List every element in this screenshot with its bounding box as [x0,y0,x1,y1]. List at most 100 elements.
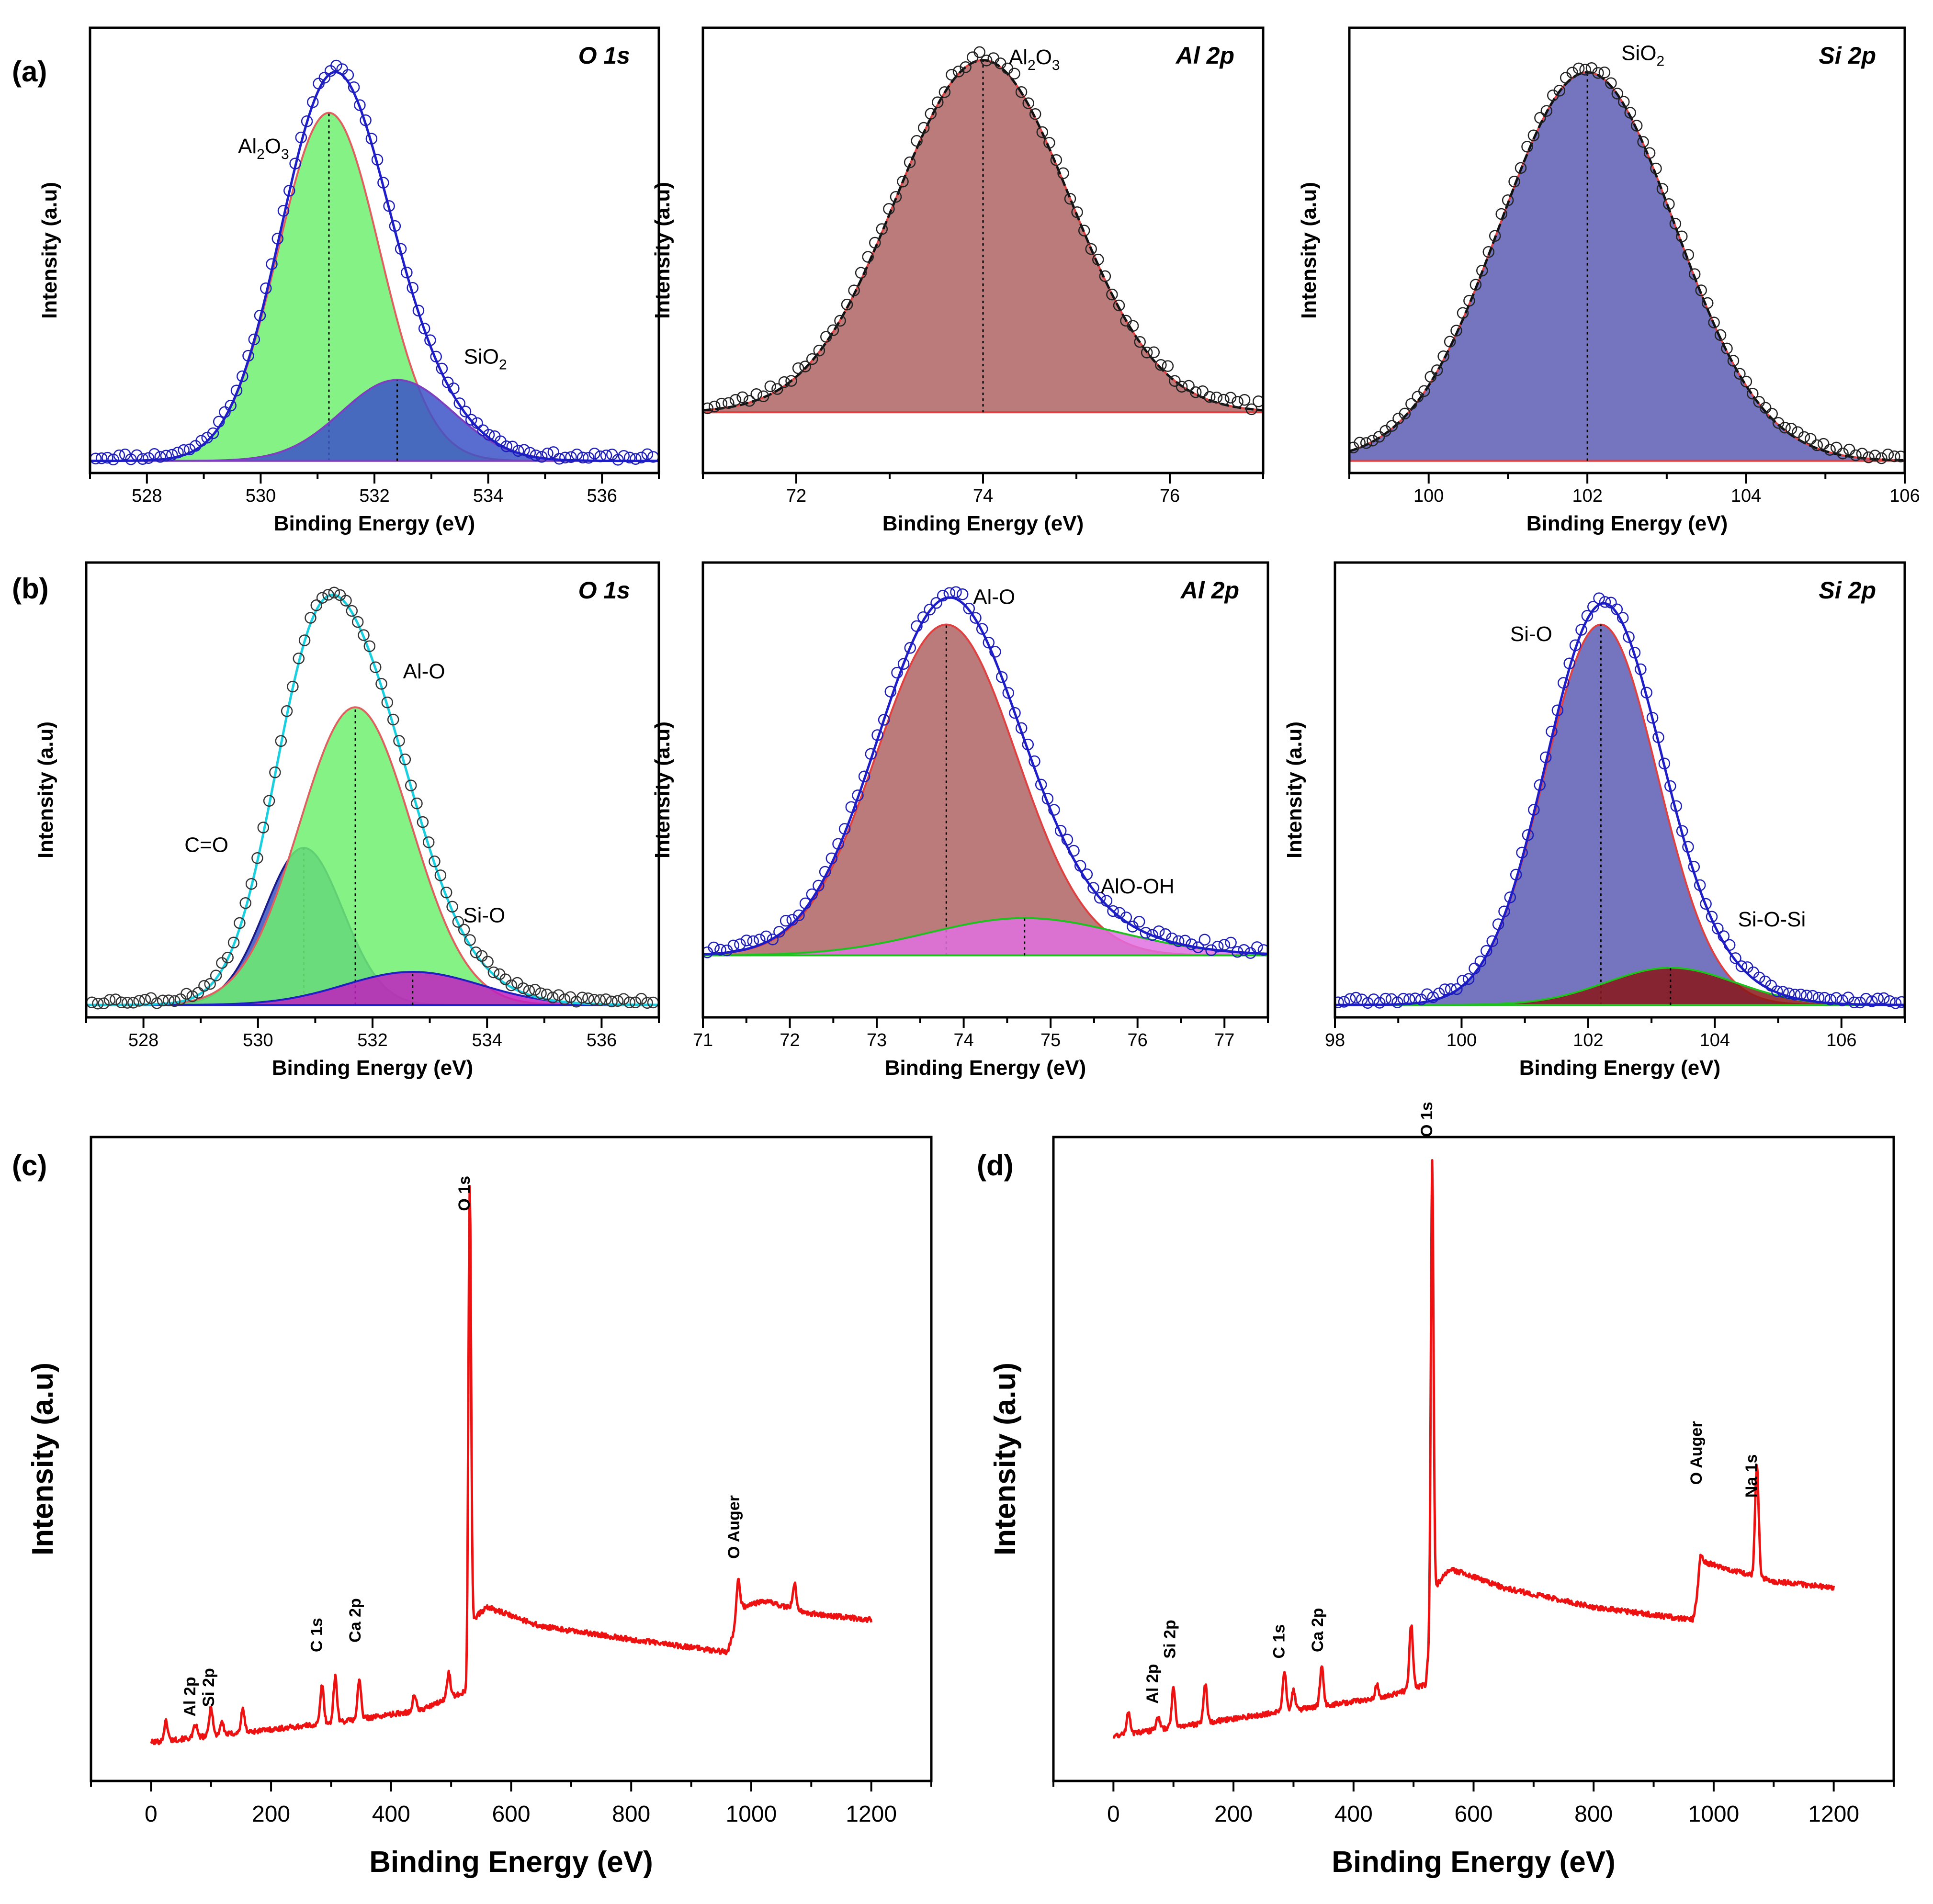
data-point [1048,804,1060,816]
data-point [181,988,192,1000]
x-tick-label: 106 [1826,1030,1856,1050]
x-tick-label: 106 [1889,486,1920,506]
x-tick-label: 76 [1128,1030,1148,1050]
data-point [207,427,219,439]
peak-annotation: Si-O [1510,622,1552,646]
x-axis-label: Binding Energy (eV) [272,1056,473,1080]
y-axis-label: Intensity (a.u) [989,1363,1022,1555]
x-tick-label: 104 [1700,1030,1730,1050]
data-points [1335,592,1905,1009]
data-point [518,444,530,456]
data-point [1172,935,1185,947]
data-point [1798,431,1810,443]
data-point [606,995,618,1008]
data-point [1616,612,1629,624]
data-point [862,251,874,263]
peak-label: O Auger [725,1495,743,1559]
data-point [1740,375,1752,388]
data-point [289,158,301,169]
data-point [133,995,145,1007]
data-point [318,71,331,84]
data-point [1094,892,1106,904]
peak-label: O Auger [1687,1421,1706,1485]
x-tick-label: 536 [587,486,617,506]
peak-label: Al 2p [181,1677,199,1716]
data-point [1800,990,1813,1002]
data-point [785,375,797,387]
data-point [542,447,554,460]
data-point [1092,253,1104,266]
data-point [1783,987,1795,1000]
data-point [113,449,125,462]
data-point [1179,935,1191,946]
data-point [963,602,975,615]
data-point [1155,359,1167,371]
data-point [389,220,401,232]
data-point [1807,990,1819,1002]
data-point [806,888,818,901]
data-point [1015,86,1028,98]
data-point [1176,381,1188,393]
x-axis-label: Binding Energy (eV) [1332,1846,1615,1879]
data-point [1805,433,1817,445]
data-point [1469,962,1481,975]
data-point [452,916,464,928]
x-tick-label: 0 [145,1802,158,1827]
chart-c: Al 2p Si 2p C 1s Ca 2p O 1s O Auger 0 200 400 600… [26,1136,933,1879]
data-point [512,445,524,457]
data-point [254,309,266,322]
data-point [1022,97,1034,109]
data-point [623,996,635,1008]
data-point [477,424,489,436]
data-point [871,729,883,741]
data-point [1238,944,1250,956]
data-point [295,131,307,144]
data-point [547,446,560,458]
data-point [780,914,792,927]
panel-title: O 1s [578,42,630,69]
data-point [417,816,429,828]
data-point [227,936,240,949]
data-point [1218,939,1231,951]
data-point [890,191,902,203]
data-point [1856,448,1868,460]
data-point [635,451,647,463]
data-point [178,444,190,456]
x-tick-label: 800 [1574,1802,1613,1827]
data-point [277,205,290,217]
data-point [139,993,151,1006]
y-axis-label: Intensity (a.u) [1283,721,1306,858]
data-point [506,440,519,453]
x-tick-label: 532 [359,486,389,506]
data-point [459,406,472,417]
data-point [577,451,589,463]
data-point [635,992,647,1005]
data-point [1611,603,1623,615]
data-point [103,994,116,1006]
data-point [383,200,395,212]
x-tick-label: 72 [780,1030,800,1050]
x-tick-label: 0 [1107,1802,1120,1827]
data-point [727,939,740,952]
data-point [558,993,571,1005]
data-point [911,135,923,147]
x-tick-label: 400 [372,1802,410,1827]
data-point [600,993,612,1005]
x-tick-label: 200 [252,1802,290,1827]
data-point [1824,993,1836,1006]
data-point [1721,342,1733,355]
data-point [257,822,270,834]
data-point [131,449,143,461]
data-point [1134,336,1146,348]
data-point [865,748,877,760]
data-point [418,322,430,335]
data-point [483,428,495,441]
data-point [1198,934,1211,946]
data-point [453,397,465,409]
x-axis-label: Binding Energy (eV) [882,512,1084,535]
data-point [1350,991,1362,1004]
data-point [1211,940,1224,953]
data-point [1650,162,1662,175]
data-point [1785,423,1797,435]
data-point [1029,108,1041,120]
